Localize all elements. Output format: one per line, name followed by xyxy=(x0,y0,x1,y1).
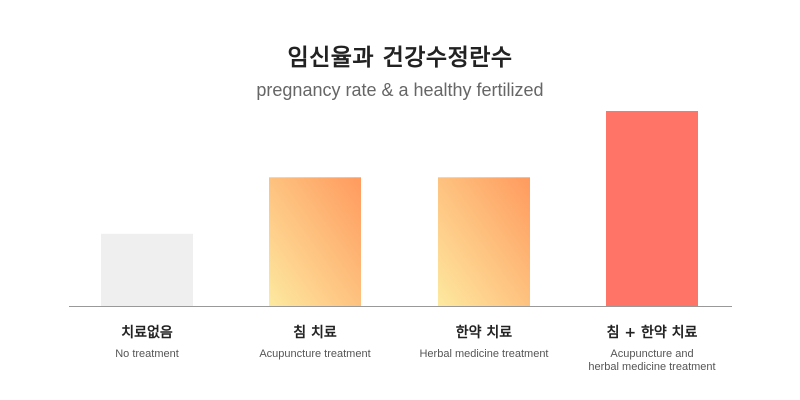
chart-title: 임신율과 건강수정란수 xyxy=(287,45,513,71)
bar-combined xyxy=(606,111,698,306)
bar-herbal-medicine xyxy=(438,177,530,306)
bar-no-treatment xyxy=(101,233,193,306)
bar-acupuncture xyxy=(269,177,361,306)
chart-subtitle: pregnancy rate & a healthy fertilized xyxy=(256,80,544,100)
